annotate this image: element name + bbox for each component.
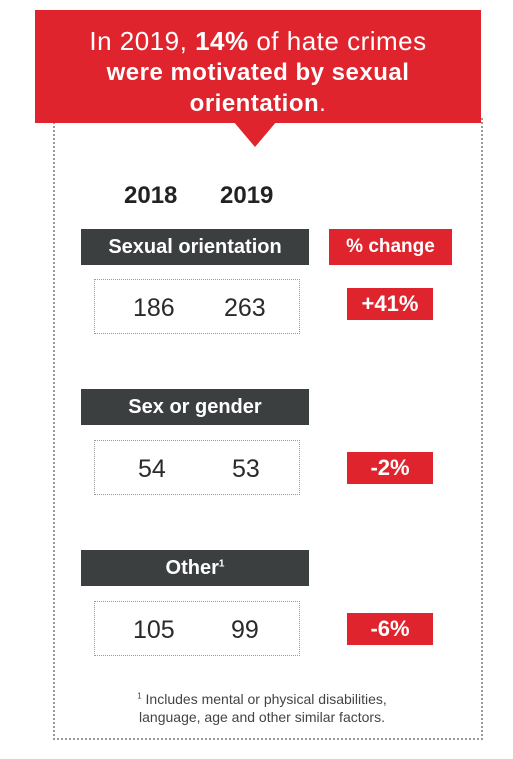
year-2018-header: 2018 [124, 182, 178, 209]
value-2019: 263 [224, 294, 266, 322]
headline-banner: In 2019, 14% of hate crimes were motivat… [35, 10, 481, 123]
values-box-sexual-orientation: 186 263 [94, 279, 300, 334]
values-box-other: 105 99 [94, 601, 300, 656]
percent-change-header: % change [329, 229, 452, 265]
year-2019-header: 2019 [220, 182, 274, 209]
value-2019: 53 [232, 455, 260, 483]
category-label-sexual-orientation: Sexual orientation [81, 229, 309, 265]
banner-pointer [233, 121, 277, 147]
value-2019: 99 [231, 616, 259, 644]
footnote-line-1: 1 Includes mental or physical disabiliti… [137, 691, 387, 707]
footnote: 1 Includes mental or physical disabiliti… [92, 690, 432, 726]
headline-line-2: were motivated by sexual [106, 59, 410, 86]
values-box-sex-or-gender: 54 53 [94, 440, 300, 495]
footnote-marker: 1 [218, 558, 225, 570]
value-2018: 54 [138, 455, 166, 483]
headline-line-3: orientation. [189, 90, 327, 117]
value-2018: 105 [133, 616, 175, 644]
percent-change-badge: -2% [347, 452, 433, 484]
headline-highlight: 14% [195, 26, 249, 56]
headline-line-1: In 2019, 14% of hate crimes [89, 26, 427, 56]
category-label-sex-or-gender: Sex or gender [81, 389, 309, 425]
percent-change-badge: +41% [347, 288, 433, 320]
percent-change-badge: -6% [347, 613, 433, 645]
value-2018: 186 [133, 294, 175, 322]
footnote-mark: 1 [137, 691, 142, 701]
footnote-line-2: language, age and other similar factors. [139, 709, 385, 725]
category-label-other: Other1 [81, 550, 309, 586]
